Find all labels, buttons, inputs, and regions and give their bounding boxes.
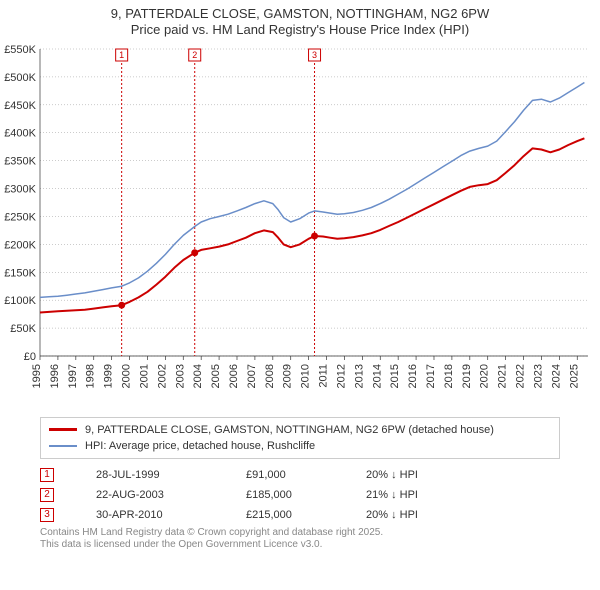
svg-text:2001: 2001 xyxy=(138,364,150,388)
sales-row: 2 22-AUG-2003£185,00021% ↓ HPI xyxy=(40,485,560,505)
attribution-line-2: This data is licensed under the Open Gov… xyxy=(40,539,560,552)
svg-text:£400K: £400K xyxy=(4,127,36,139)
svg-text:2025: 2025 xyxy=(568,364,580,388)
sale-diff: 20% ↓ HPI xyxy=(366,469,486,481)
chart-area: £0 £50K £100K £150K £200K £250K £300K £350K £400… xyxy=(0,41,600,411)
sale-marker-badge: 1 xyxy=(40,468,54,482)
svg-text:2015: 2015 xyxy=(389,364,401,388)
svg-text:£250K: £250K xyxy=(4,211,36,223)
legend-swatch-hpi xyxy=(49,445,77,447)
svg-text:2018: 2018 xyxy=(443,364,455,388)
sales-row: 1 28-JUL-1999£91,00020% ↓ HPI xyxy=(40,465,560,485)
svg-text:2019: 2019 xyxy=(461,364,473,388)
sale-marker-badge: 3 xyxy=(40,508,54,522)
svg-text:2010: 2010 xyxy=(300,364,312,388)
svg-text:2021: 2021 xyxy=(497,364,509,388)
legend-label-hpi: HPI: Average price, detached house, Rush… xyxy=(85,440,315,452)
svg-text:£350K: £350K xyxy=(4,155,36,167)
svg-text:1995: 1995 xyxy=(31,364,43,388)
svg-text:2014: 2014 xyxy=(371,364,383,388)
sale-marker-badge: 2 xyxy=(40,488,54,502)
svg-text:2013: 2013 xyxy=(353,364,365,388)
sale-price: £91,000 xyxy=(246,469,366,481)
attribution: Contains HM Land Registry data © Crown c… xyxy=(40,527,560,552)
svg-text:£200K: £200K xyxy=(4,239,36,251)
legend: 9, PATTERDALE CLOSE, GAMSTON, NOTTINGHAM… xyxy=(40,417,560,459)
svg-text:2016: 2016 xyxy=(407,364,419,388)
svg-text:£0: £0 xyxy=(24,351,36,363)
sale-date: 30-APR-2010 xyxy=(96,509,246,521)
svg-text:2008: 2008 xyxy=(264,364,276,388)
svg-text:2: 2 xyxy=(192,50,197,60)
svg-text:2006: 2006 xyxy=(228,364,240,388)
svg-text:2012: 2012 xyxy=(335,364,347,388)
title-block: 9, PATTERDALE CLOSE, GAMSTON, NOTTINGHAM… xyxy=(0,0,600,41)
svg-text:2002: 2002 xyxy=(156,364,168,388)
svg-text:1997: 1997 xyxy=(67,364,79,388)
attribution-line-1: Contains HM Land Registry data © Crown c… xyxy=(40,527,560,540)
sale-price: £185,000 xyxy=(246,489,366,501)
sale-date: 22-AUG-2003 xyxy=(96,489,246,501)
svg-text:1998: 1998 xyxy=(85,364,97,388)
title-line-1: 9, PATTERDALE CLOSE, GAMSTON, NOTTINGHAM… xyxy=(0,6,600,22)
sales-table: 128-JUL-1999£91,00020% ↓ HPI222-AUG-2003… xyxy=(40,465,560,525)
sale-price: £215,000 xyxy=(246,509,366,521)
chart-container: 9, PATTERDALE CLOSE, GAMSTON, NOTTINGHAM… xyxy=(0,0,600,590)
svg-text:2020: 2020 xyxy=(479,363,491,387)
legend-row-hpi: HPI: Average price, detached house, Rush… xyxy=(49,438,551,454)
svg-text:1999: 1999 xyxy=(103,364,115,388)
svg-text:£300K: £300K xyxy=(4,183,36,195)
svg-text:2007: 2007 xyxy=(246,364,258,388)
svg-text:2011: 2011 xyxy=(318,364,330,388)
svg-text:2024: 2024 xyxy=(550,364,562,388)
sale-date: 28-JUL-1999 xyxy=(96,469,246,481)
svg-text:2017: 2017 xyxy=(425,364,437,388)
svg-text:1: 1 xyxy=(119,50,124,60)
svg-text:3: 3 xyxy=(312,50,317,60)
svg-text:£500K: £500K xyxy=(4,71,36,83)
svg-text:£100K: £100K xyxy=(4,295,36,307)
svg-text:£150K: £150K xyxy=(4,267,36,279)
sales-row: 3 30-APR-2010£215,00020% ↓ HPI xyxy=(40,505,560,525)
svg-text:£450K: £450K xyxy=(4,99,36,111)
svg-text:2003: 2003 xyxy=(174,364,186,388)
svg-text:£550K: £550K xyxy=(4,44,36,56)
svg-text:2004: 2004 xyxy=(192,364,204,388)
title-line-2: Price paid vs. HM Land Registry's House … xyxy=(0,22,600,38)
sale-diff: 21% ↓ HPI xyxy=(366,489,486,501)
sale-diff: 20% ↓ HPI xyxy=(366,509,486,521)
svg-text:2022: 2022 xyxy=(515,364,527,388)
chart-svg: £0 £50K £100K £150K £200K £250K £300K £350K £400… xyxy=(0,41,600,411)
svg-text:£50K: £50K xyxy=(10,323,36,335)
svg-text:2023: 2023 xyxy=(532,364,544,388)
legend-swatch-property xyxy=(49,428,77,431)
svg-text:2009: 2009 xyxy=(282,364,294,388)
legend-label-property: 9, PATTERDALE CLOSE, GAMSTON, NOTTINGHAM… xyxy=(85,424,494,436)
svg-text:2000: 2000 xyxy=(121,364,133,388)
svg-text:1996: 1996 xyxy=(49,364,61,388)
svg-text:2005: 2005 xyxy=(210,364,222,388)
legend-row-property: 9, PATTERDALE CLOSE, GAMSTON, NOTTINGHAM… xyxy=(49,422,551,438)
